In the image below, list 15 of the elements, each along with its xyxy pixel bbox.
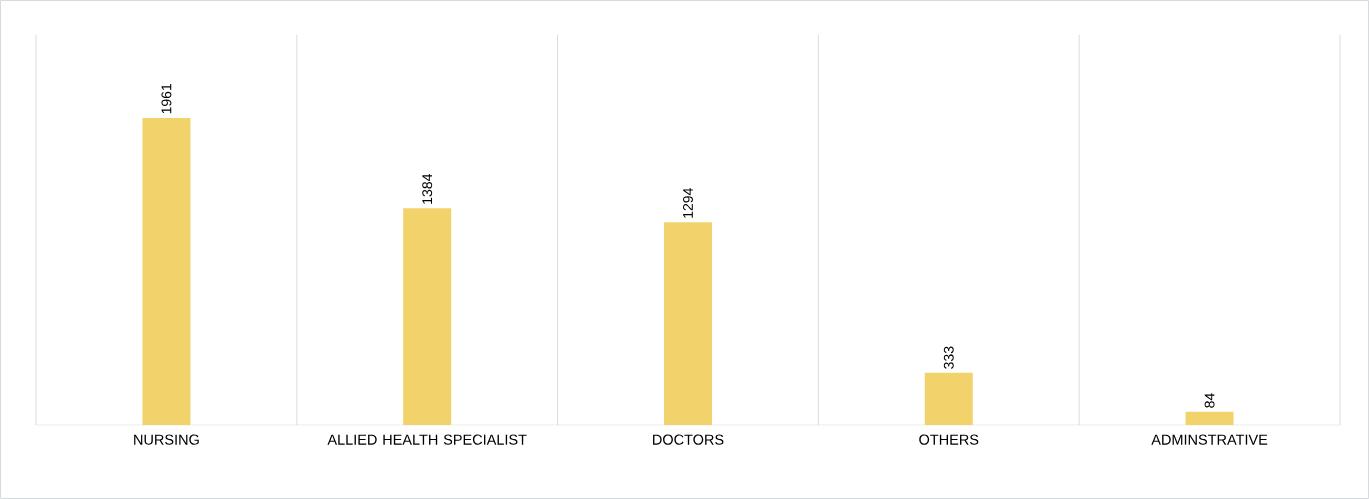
x-tick-label: ALLIED HEALTH SPECIALIST bbox=[327, 434, 527, 445]
bar bbox=[663, 222, 712, 425]
data-label: 1294 bbox=[683, 188, 693, 218]
x-tick-label: OTHERS bbox=[919, 434, 979, 445]
x-tick-label: NURSING bbox=[134, 434, 199, 445]
x-tick-label: DOCTORS bbox=[653, 434, 724, 445]
bar bbox=[1185, 411, 1234, 425]
data-label: 333 bbox=[943, 346, 954, 369]
bar bbox=[142, 117, 191, 425]
bar bbox=[924, 372, 973, 425]
data-label: 1961 bbox=[161, 83, 172, 114]
data-label: 1384 bbox=[422, 174, 433, 204]
data-label: 84 bbox=[1204, 393, 1215, 408]
x-tick-label: ADMINSTRATIVE bbox=[1151, 434, 1268, 445]
bar bbox=[403, 208, 452, 425]
